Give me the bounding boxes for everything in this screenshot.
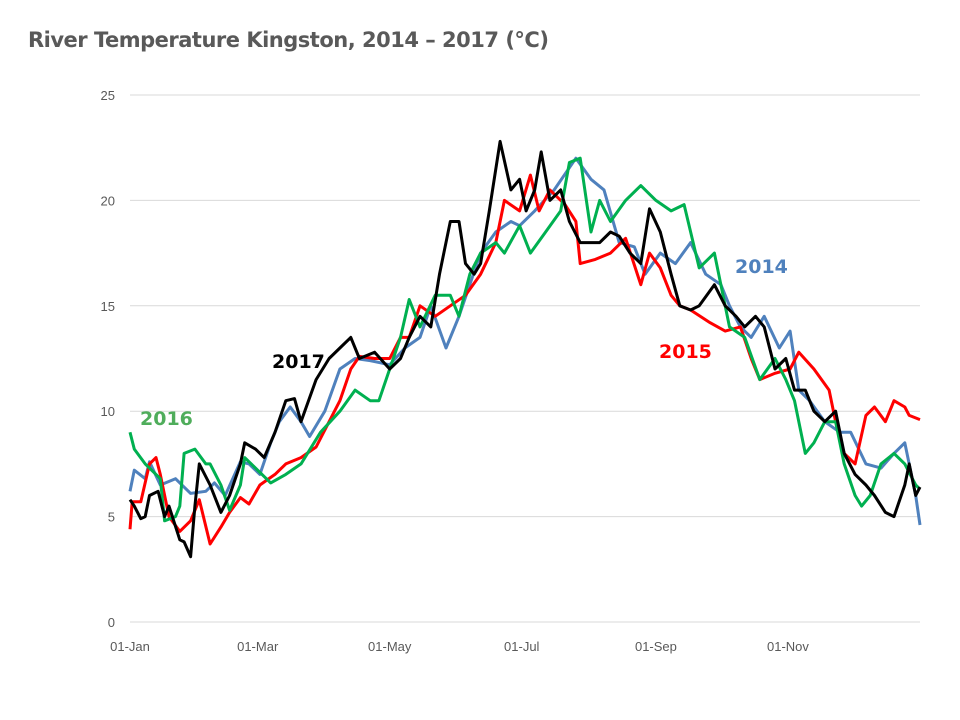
x-tick-label: 01-Jan xyxy=(110,639,150,654)
series-label-2017: 2017 xyxy=(272,351,325,373)
series-lines xyxy=(128,139,922,559)
series-label-2015: 2015 xyxy=(659,341,712,363)
series-label-2014: 2014 xyxy=(735,256,788,278)
x-tick-label: 01-Nov xyxy=(767,639,809,654)
series-line-2014 xyxy=(128,156,922,526)
y-tick-label: 5 xyxy=(108,510,115,525)
x-tick-label: 01-Jul xyxy=(504,639,540,654)
gridlines xyxy=(130,94,920,623)
series-line-2015 xyxy=(128,173,921,546)
y-tick-label: 0 xyxy=(108,615,115,630)
series-label-2016: 2016 xyxy=(140,408,193,430)
chart-title: River Temperature Kingston, 2014 – 2017 … xyxy=(28,28,549,52)
y-tick-label: 20 xyxy=(101,193,115,208)
y-axis-ticks: 0 5 10 15 20 25 xyxy=(101,88,115,630)
y-tick-label: 25 xyxy=(101,88,115,103)
x-axis-ticks: 01-Jan 01-Mar 01-May 01-Jul 01-Sep 01-Nov xyxy=(110,639,809,654)
series-line-2016 xyxy=(128,156,922,523)
x-tick-label: 01-May xyxy=(368,639,412,654)
x-tick-label: 01-Sep xyxy=(635,639,677,654)
x-tick-label: 01-Mar xyxy=(237,639,279,654)
series-line-2017 xyxy=(128,139,922,559)
y-tick-label: 10 xyxy=(101,404,115,419)
y-tick-label: 15 xyxy=(101,299,115,314)
